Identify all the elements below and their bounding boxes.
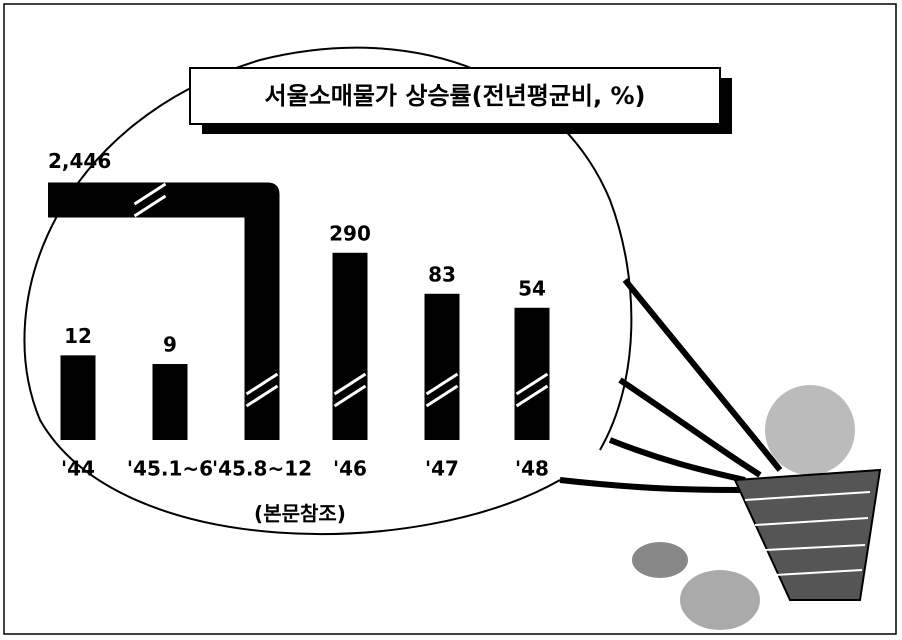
data-label: 54 [518,276,546,300]
axis-break [515,372,549,396]
x-tick-label: '47 [425,457,459,481]
title-box [189,67,721,125]
data-label: 83 [428,262,456,286]
x-tick-label: '48 [515,457,549,481]
bar [332,252,368,440]
bar [48,182,280,440]
bar [152,364,188,440]
axis-break [245,372,279,396]
axis-break [133,182,167,206]
axis-break [425,372,459,396]
x-tick-label: '44 [61,457,95,481]
bar [424,293,460,440]
axis-break [245,384,279,408]
axis-break [425,384,459,408]
x-tick-label: '45.1~6 [127,457,213,481]
axis-break [515,384,549,408]
axis-break [133,194,167,218]
bar [60,355,96,440]
axis-break [333,384,367,408]
frame [3,3,897,635]
x-tick-label: '45.8~12 [212,457,312,481]
basket [632,385,882,630]
data-label: 2,446 [48,149,111,173]
strings [559,278,783,493]
bar [514,307,550,440]
axis-break [333,372,367,396]
chart-title: 서울소매물가 상승률(전년평균비, %) [265,82,646,110]
x-tick-label: '46 [333,457,367,481]
data-label: 12 [64,324,92,348]
balloon-outline [23,46,633,536]
annotation: (본문참조) [254,502,346,526]
data-label: 290 [329,221,371,245]
data-label: 9 [163,333,177,357]
